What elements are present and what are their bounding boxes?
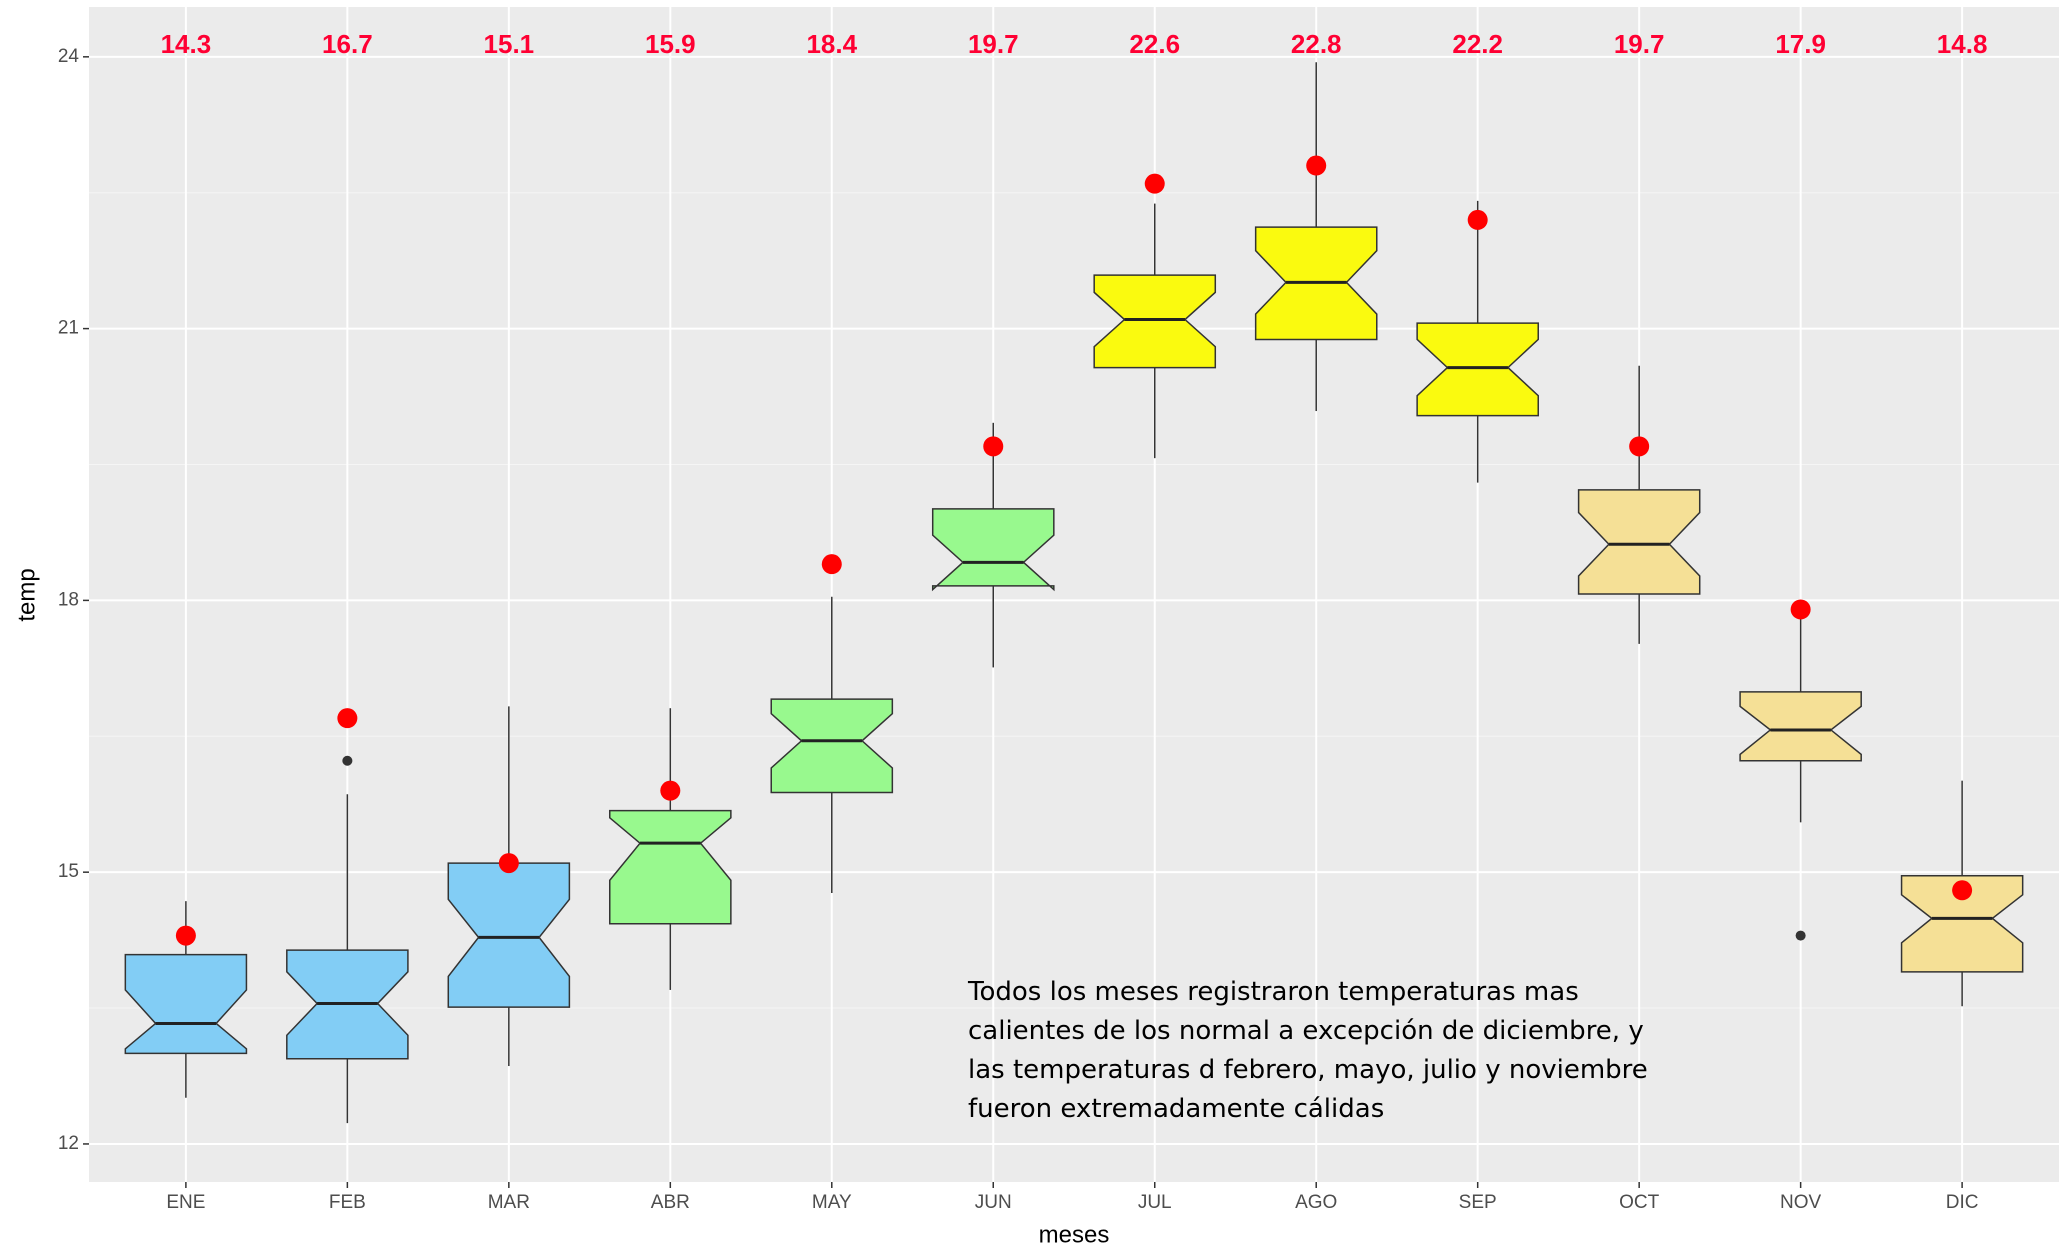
value-label: 16.7 <box>322 29 373 59</box>
x-tick-label: JUN <box>975 1192 1012 1213</box>
point <box>1952 880 1973 901</box>
point <box>175 925 196 946</box>
value-label: 14.3 <box>161 29 212 59</box>
point <box>337 708 358 729</box>
annotation: Todos los meses registraron temperaturas… <box>967 977 1579 1007</box>
y-tick-label: 15 <box>58 861 79 882</box>
x-tick-label: ABR <box>651 1192 690 1213</box>
box <box>931 508 1055 592</box>
box <box>1900 875 2024 973</box>
annotation: fueron extremadamente cálidas <box>968 1094 1384 1124</box>
x-tick-label: NOV <box>1780 1192 1822 1213</box>
box <box>609 809 732 925</box>
value-label: 17.9 <box>1775 29 1826 59</box>
panel <box>89 7 2059 1182</box>
point <box>1790 599 1811 620</box>
x-tick-label: SEP <box>1459 1192 1497 1213</box>
box <box>447 862 571 1008</box>
point <box>660 780 681 801</box>
value-label: 18.4 <box>806 29 857 59</box>
x-tick-label: DIC <box>1946 1192 1979 1213</box>
point <box>498 853 519 874</box>
value-label: 22.2 <box>1452 29 1503 59</box>
y-tick-label: 18 <box>58 589 79 610</box>
box <box>1093 274 1217 369</box>
y-tick-label: 21 <box>58 318 79 339</box>
y-tick-label: 24 <box>58 46 80 67</box>
value-label: 15.1 <box>484 29 535 59</box>
box <box>124 953 248 1055</box>
x-tick-label: FEB <box>329 1192 366 1213</box>
box <box>1739 691 1862 762</box>
value-label: 14.8 <box>1937 29 1988 59</box>
value-label: 22.8 <box>1291 29 1342 59</box>
value-label: 19.7 <box>1614 29 1665 59</box>
point <box>1306 155 1327 176</box>
x-axis-title: meses <box>1039 1221 1110 1248</box>
x-tick-label: OCT <box>1619 1192 1660 1213</box>
x-tick-label: MAY <box>812 1192 852 1213</box>
value-label: 19.7 <box>968 29 1019 59</box>
value-label: 15.9 <box>645 29 696 59</box>
point <box>821 554 842 575</box>
x-tick-label: JUL <box>1138 1192 1172 1213</box>
y-axis-title: temp <box>13 568 40 621</box>
y-tick-label: 12 <box>58 1133 79 1154</box>
value-label: 22.6 <box>1129 29 1180 59</box>
point <box>983 436 1004 457</box>
point <box>1144 173 1165 194</box>
box <box>1416 322 1539 417</box>
point <box>1629 436 1650 457</box>
x-tick-label: MAR <box>488 1192 530 1213</box>
x-tick-label: AGO <box>1295 1192 1337 1213</box>
outlier <box>342 755 353 766</box>
box <box>770 698 894 794</box>
box <box>1577 489 1701 595</box>
annotation: calientes de los normal a excepción de d… <box>968 1016 1644 1046</box>
x-tick-label: ENE <box>166 1192 205 1213</box>
point <box>1467 209 1488 230</box>
outlier <box>1795 930 1806 941</box>
annotation: las temperaturas d febrero, mayo, julio … <box>968 1055 1648 1085</box>
